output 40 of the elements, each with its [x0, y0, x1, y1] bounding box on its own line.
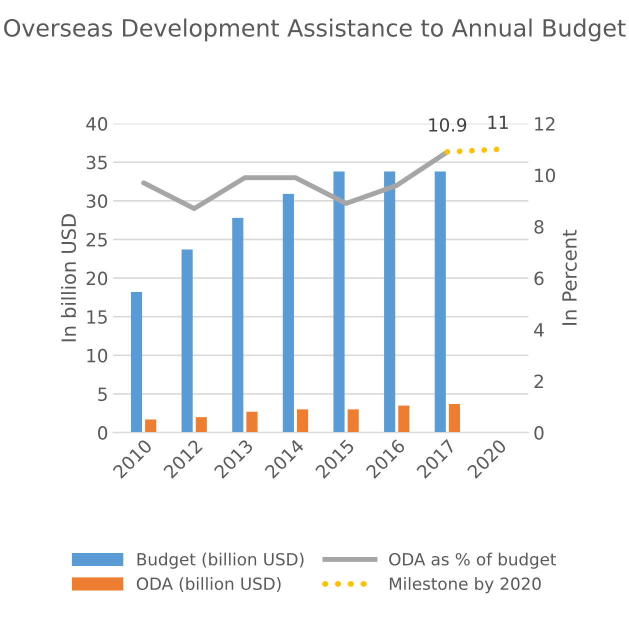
y2-tick-label: 10: [535, 168, 555, 182]
y2-tick-label: 12: [535, 117, 554, 130]
y-tick-label: 5: [98, 388, 107, 402]
chart-title: Overseas Development Assistance to Annual Budget: [4, 18, 626, 42]
bar: [196, 417, 207, 433]
bar: [434, 171, 446, 433]
bar: [398, 406, 410, 433]
legend-label: Budget (billion USD): [138, 552, 304, 569]
bar: [384, 171, 396, 433]
y-tick-label: 30: [86, 194, 108, 208]
y-tick-label: 40: [86, 117, 108, 131]
bar: [232, 218, 244, 433]
data-label: 11: [488, 116, 508, 129]
y-tick-label: 0: [98, 426, 108, 440]
bar: [448, 404, 460, 433]
y2-tick-label: 2: [534, 374, 543, 388]
y-tick-label: 10: [87, 348, 108, 362]
legend-label: ODA as % of budget: [389, 552, 556, 569]
bar: [333, 171, 345, 433]
bar: [145, 419, 156, 433]
bar: [246, 412, 258, 433]
y-tick-label: 35: [86, 156, 107, 170]
data-label: 10.9: [429, 118, 466, 132]
line-series: [141, 149, 450, 212]
y-axis-title: In billion USD: [61, 214, 76, 342]
legend-label: ODA (billion USD): [136, 577, 281, 592]
y-tick-label: 20: [86, 272, 108, 286]
y2-tick-label: 0: [534, 426, 544, 440]
bar: [348, 409, 359, 433]
y-tick-label: 15: [87, 310, 107, 324]
bar: [182, 250, 193, 433]
y2-axis-title: In Percent: [562, 230, 577, 325]
y2-tick-label: 6: [534, 272, 544, 286]
legend-label: Milestone by 2020: [390, 577, 541, 594]
y2-tick-label: 4: [534, 323, 544, 336]
y2-tick-label: 8: [534, 220, 544, 234]
bar: [296, 409, 308, 433]
y-tick-label: 25: [86, 232, 107, 247]
bar: [282, 194, 294, 433]
bar: [130, 292, 142, 433]
